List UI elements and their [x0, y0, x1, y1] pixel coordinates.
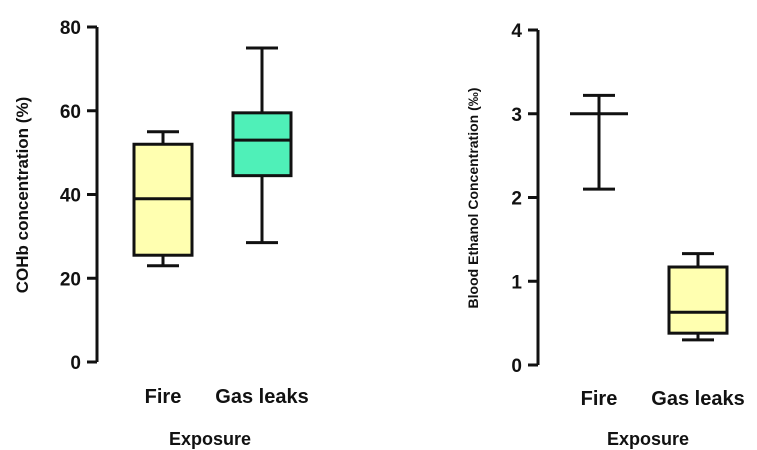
chart2-y-tick-label: 2 — [511, 189, 522, 210]
chart2-y-tick-label: 4 — [511, 21, 522, 42]
chart2-box-gas-leaks — [667, 265, 729, 335]
chart1-y-tick-label: 20 — [60, 269, 81, 290]
chart1-box-gas-leaks — [231, 111, 293, 178]
chart2-x-axis-title: Exposure — [607, 429, 689, 449]
chart1-x-axis-title: Exposure — [169, 429, 251, 449]
chart1-y-tick-label: 60 — [60, 102, 81, 123]
chart2-y-tick-label: 3 — [511, 105, 522, 126]
chart2-category-label: Gas leaks — [651, 388, 744, 410]
chart2-y-tick-label: 0 — [511, 356, 522, 377]
chart1-y-tick-label: 80 — [60, 18, 81, 39]
chart1-y-tick-label: 40 — [60, 186, 81, 207]
chart2-y-tick-label: 1 — [511, 272, 522, 293]
chart1-y-axis-title: COHb concentration (%) — [13, 97, 32, 293]
chart1-category-label: Fire — [145, 386, 182, 408]
chart1-y-tick-label: 0 — [70, 353, 81, 374]
chart1-category-label: Gas leaks — [215, 386, 308, 408]
chart2-category-label: Fire — [581, 388, 618, 410]
chart2-y-axis-title: Blood Ethanol Concentration (‰) — [465, 88, 481, 309]
